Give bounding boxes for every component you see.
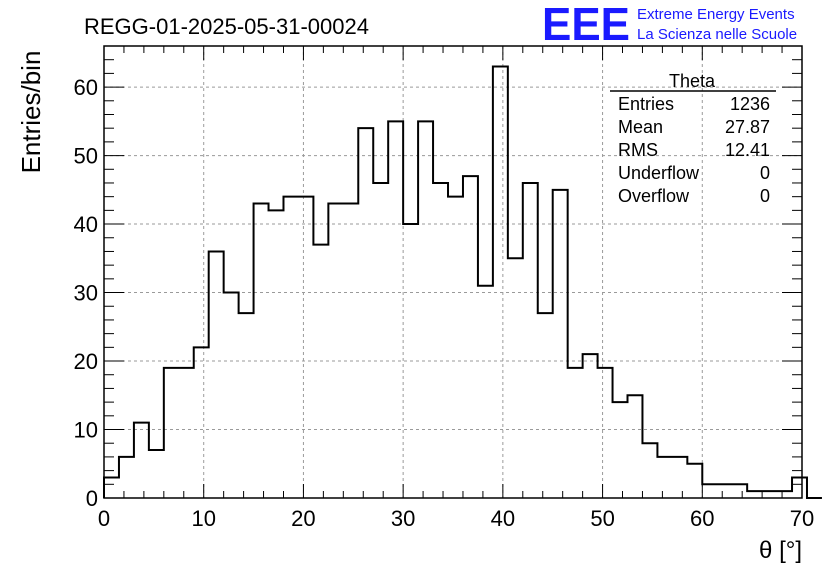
stats-value: 12.41: [725, 140, 770, 160]
y-tick-label: 10: [74, 418, 98, 443]
histogram-line: [103, 65, 822, 499]
x-tick-label: 0: [98, 506, 110, 531]
y-tick-label: 50: [74, 144, 98, 169]
stats-value: 1236: [730, 94, 770, 114]
x-tick-label: 70: [790, 506, 814, 531]
stats-value: 0: [760, 163, 770, 183]
x-tick-label: 40: [491, 506, 515, 531]
eee-logo: EEE Extreme Energy Events La Scienza nel…: [542, 0, 797, 50]
y-tick-labels: 0 10 20 30 40 50 60: [74, 75, 98, 511]
logo-mark: EEE: [542, 0, 630, 50]
stats-label: Underflow: [618, 163, 700, 183]
x-axis-label: θ [°]: [759, 537, 802, 564]
y-tick-label: 0: [86, 486, 98, 511]
y-tick-label: 60: [74, 75, 98, 100]
stats-rows: Entries 1236 Mean 27.87 RMS 12.41 Underflow 0 Ov…: [618, 94, 770, 206]
y-tick-label: 20: [74, 349, 98, 374]
stats-label: Overflow: [618, 186, 690, 206]
x-tick-label: 10: [191, 506, 215, 531]
x-tick-labels: 0 10 20 30 40 50 60 70: [98, 506, 814, 531]
x-tick-label: 50: [590, 506, 614, 531]
y-tick-label: 40: [74, 212, 98, 237]
stats-label: RMS: [618, 140, 658, 160]
stats-box: Theta Entries 1236 Mean 27.87 RMS 12.41 Underf…: [610, 71, 776, 206]
grid-lines: [104, 46, 802, 498]
y-tick-label: 30: [74, 281, 98, 306]
stats-value: 27.87: [725, 117, 770, 137]
plot-frame: [103, 45, 803, 499]
stats-value: 0: [760, 186, 770, 206]
x-tick-label: 20: [291, 506, 315, 531]
logo-line2: La Scienza nelle Scuole: [637, 26, 797, 43]
x-tick-label: 30: [391, 506, 415, 531]
stats-title: Theta: [669, 71, 716, 91]
logo-line1: Extreme Energy Events: [637, 6, 795, 23]
stats-label: Entries: [618, 94, 674, 114]
chart-title: REGG-01-2025-05-31-00024: [84, 14, 369, 39]
stats-label: Mean: [618, 117, 663, 137]
x-tick-label: 60: [690, 506, 714, 531]
y-axis-label: Entries/bin: [16, 51, 46, 174]
axis-ticks: [103, 45, 803, 499]
